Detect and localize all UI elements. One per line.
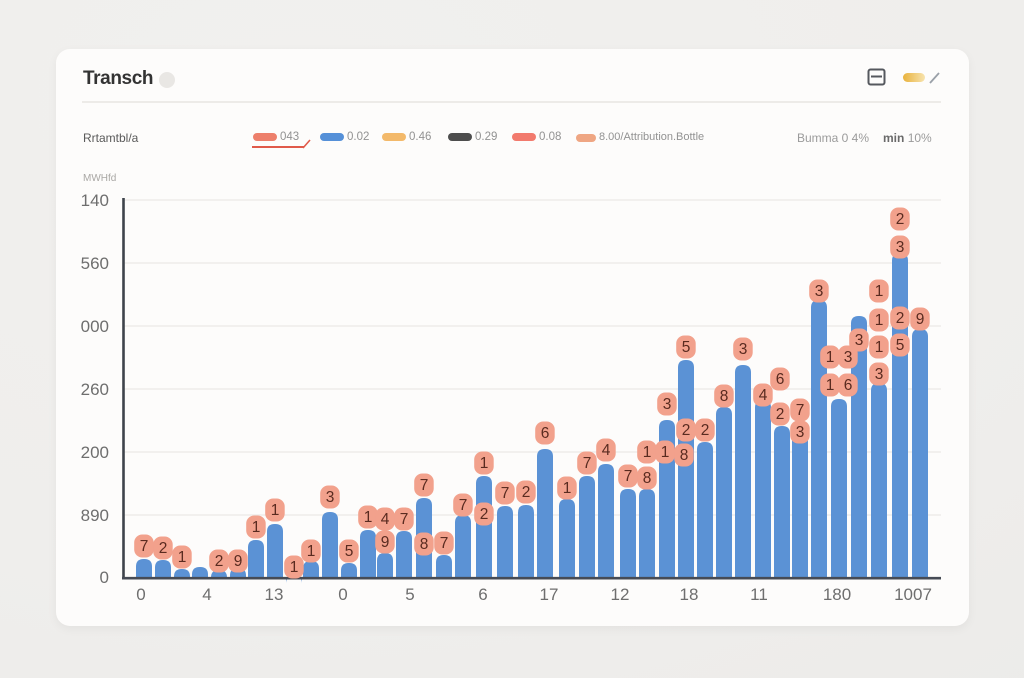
svg-text:1: 1: [875, 339, 884, 356]
svg-text:7: 7: [583, 455, 592, 472]
svg-text:6: 6: [844, 377, 853, 394]
svg-text:4: 4: [759, 387, 768, 404]
svg-text:5: 5: [896, 337, 905, 354]
svg-text:7: 7: [420, 477, 429, 494]
svg-text:2: 2: [896, 310, 905, 327]
svg-text:12: 12: [611, 585, 630, 604]
svg-text:7: 7: [400, 511, 409, 528]
svg-text:560: 560: [81, 254, 109, 273]
svg-text:2: 2: [896, 211, 905, 228]
svg-text:3: 3: [896, 239, 905, 256]
svg-text:13: 13: [265, 585, 284, 604]
svg-text:1: 1: [364, 509, 373, 526]
svg-text:1: 1: [826, 349, 835, 366]
svg-text:1: 1: [875, 283, 884, 300]
svg-text:260: 260: [81, 380, 109, 399]
svg-text:1007: 1007: [894, 585, 932, 604]
svg-text:000: 000: [81, 317, 109, 336]
svg-text:7: 7: [501, 485, 510, 502]
svg-text:6: 6: [541, 425, 550, 442]
svg-text:3: 3: [875, 366, 884, 383]
svg-text:MWHfd: MWHfd: [83, 173, 116, 184]
svg-text:1: 1: [875, 312, 884, 329]
svg-text:7: 7: [624, 468, 633, 485]
svg-text:4: 4: [381, 511, 390, 528]
svg-text:1: 1: [643, 444, 652, 461]
svg-text:1: 1: [661, 444, 670, 461]
svg-text:0: 0: [338, 585, 347, 604]
svg-text:8: 8: [420, 536, 429, 553]
svg-text:0: 0: [100, 568, 109, 587]
svg-text:5: 5: [682, 339, 691, 356]
svg-text:1: 1: [178, 549, 187, 566]
svg-text:1: 1: [252, 519, 261, 536]
svg-text:1: 1: [307, 543, 316, 560]
svg-text:7: 7: [459, 497, 468, 514]
svg-text:3: 3: [663, 396, 672, 413]
svg-text:8: 8: [680, 447, 689, 464]
svg-text:9: 9: [916, 311, 925, 328]
svg-text:3: 3: [855, 332, 864, 349]
svg-text:1: 1: [290, 559, 299, 576]
svg-text:5: 5: [345, 543, 354, 560]
svg-text:2: 2: [701, 422, 710, 439]
svg-text:0: 0: [136, 585, 145, 604]
svg-text:9: 9: [381, 534, 390, 551]
svg-text:200: 200: [81, 443, 109, 462]
svg-text:3: 3: [326, 489, 335, 506]
svg-text:7: 7: [440, 535, 449, 552]
svg-text:2: 2: [682, 422, 691, 439]
svg-text:8: 8: [720, 388, 729, 405]
svg-text:180: 180: [823, 585, 851, 604]
svg-text:1: 1: [826, 377, 835, 394]
svg-text:11: 11: [750, 585, 768, 604]
svg-text:1: 1: [480, 455, 489, 472]
svg-text:3: 3: [815, 283, 824, 300]
svg-text:7: 7: [140, 538, 149, 555]
svg-text:9: 9: [234, 553, 243, 570]
svg-text:18: 18: [680, 585, 699, 604]
svg-text:8: 8: [643, 470, 652, 487]
svg-text:2: 2: [215, 553, 224, 570]
svg-text:2: 2: [522, 484, 531, 501]
svg-text:2: 2: [480, 506, 489, 523]
svg-text:4: 4: [202, 585, 211, 604]
svg-text:7: 7: [796, 402, 805, 419]
svg-text:1: 1: [563, 480, 572, 497]
svg-text:1: 1: [271, 502, 280, 519]
svg-text:6: 6: [776, 371, 785, 388]
svg-text:17: 17: [540, 585, 559, 604]
svg-text:3: 3: [796, 424, 805, 441]
svg-text:2: 2: [159, 540, 168, 557]
svg-text:5: 5: [405, 585, 414, 604]
svg-text:4: 4: [602, 442, 611, 459]
svg-text:3: 3: [844, 349, 853, 366]
svg-text:3: 3: [739, 341, 748, 358]
svg-text:2: 2: [776, 406, 785, 423]
svg-text:140: 140: [81, 191, 109, 210]
svg-text:6: 6: [478, 585, 487, 604]
svg-text:890: 890: [81, 506, 109, 525]
